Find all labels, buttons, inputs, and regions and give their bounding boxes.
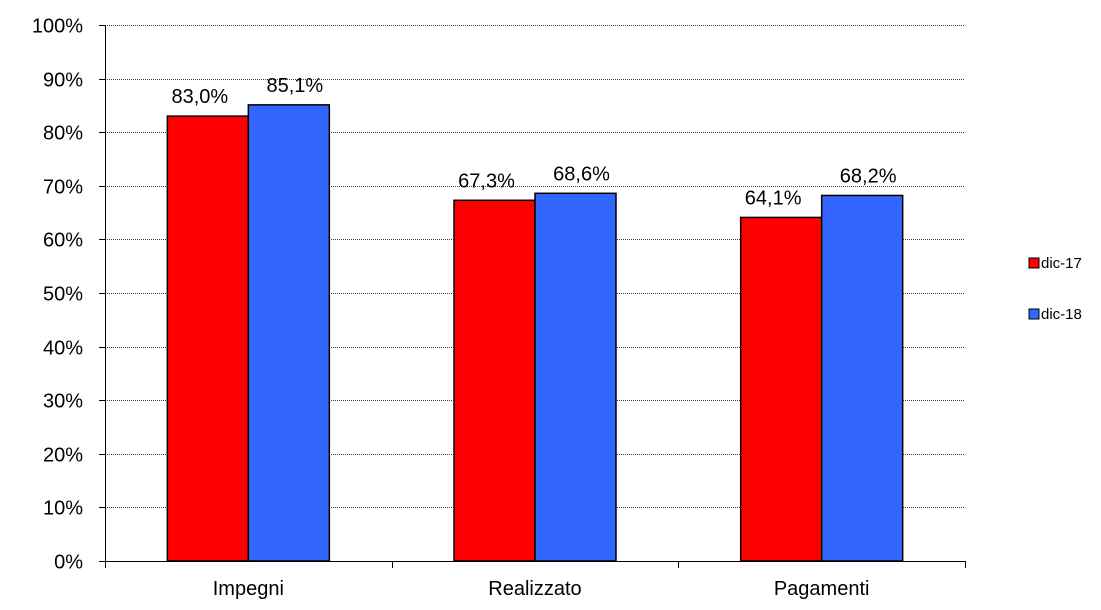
y-tick-label: 50% — [43, 284, 83, 306]
data-label: 68,6% — [553, 163, 610, 185]
x-category-label: Realizzato — [488, 578, 581, 600]
data-label: 83,0% — [171, 86, 228, 108]
data-label: 64,1% — [745, 187, 802, 209]
y-tick-label: 90% — [43, 70, 83, 92]
legend-swatch — [1028, 308, 1040, 320]
y-tick-label: 0% — [54, 552, 83, 574]
axes — [99, 25, 966, 568]
bar-dic-17-pagamenti — [739, 216, 823, 562]
y-tick-label: 30% — [43, 391, 83, 413]
bar-dic-18-impegni — [247, 104, 331, 562]
bar-dic-18-pagamenti — [820, 194, 904, 562]
legend-swatch — [1028, 257, 1040, 269]
legend-label: dic-18 — [1041, 306, 1082, 323]
y-tick-label: 40% — [43, 338, 83, 360]
legend-label: dic-17 — [1041, 255, 1082, 272]
bar-dic-17-impegni — [166, 115, 250, 562]
bar-dic-18-realizzato — [534, 192, 617, 562]
y-axis-tick-labels: 0% 10% 20% 30% 40% 50% 60% 70% 80% 90% 100% — [32, 16, 83, 574]
y-tick-label: 60% — [43, 230, 83, 252]
data-label: 67,3% — [458, 170, 515, 192]
data-labels: 83,0% 85,1% 67,3% 68,6% 64,1% 68,2% — [171, 75, 896, 210]
data-label: 68,2% — [840, 165, 897, 187]
y-tick-label: 10% — [43, 498, 83, 520]
bar-dic-17-realizzato — [453, 199, 536, 562]
x-category-label: Pagamenti — [774, 578, 870, 600]
x-axis-category-labels: Impegni Realizzato Pagamenti — [213, 578, 870, 600]
y-tick-label: 100% — [32, 16, 83, 38]
y-tick-label: 80% — [43, 123, 83, 145]
legend: dic-17 dic-18 — [1028, 255, 1082, 323]
data-label: 85,1% — [266, 75, 323, 97]
y-tick-label: 20% — [43, 445, 83, 467]
y-tick-label: 70% — [43, 177, 83, 199]
x-category-label: Impegni — [213, 578, 284, 600]
bars — [166, 104, 904, 562]
